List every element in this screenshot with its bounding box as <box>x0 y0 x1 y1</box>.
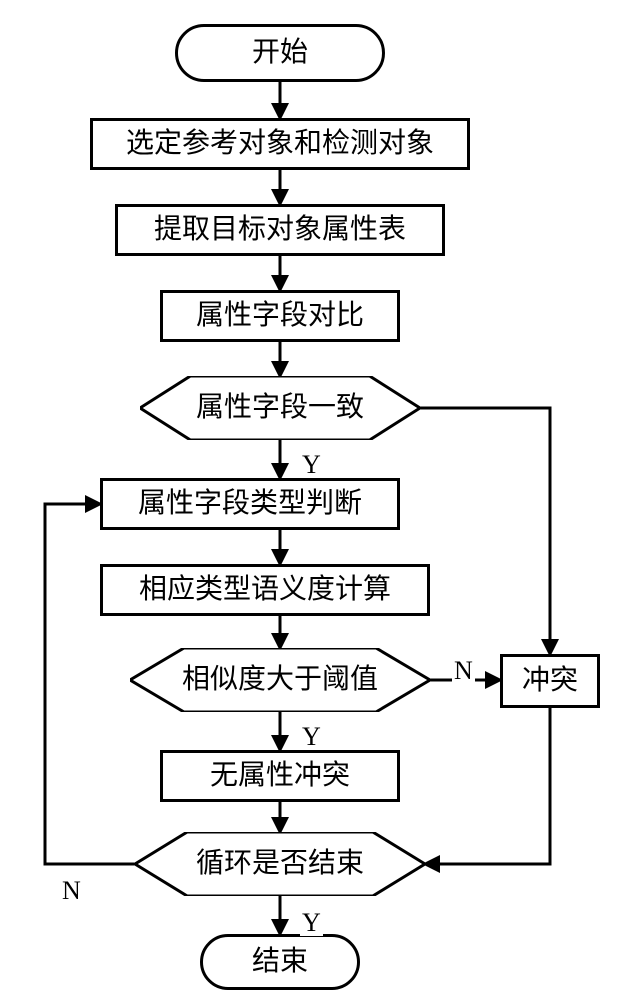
node-label: 开始 <box>252 36 308 70</box>
node-start: 开始 <box>175 24 385 82</box>
edge-consist-conflict <box>420 408 550 654</box>
edge-label: N <box>60 878 83 904</box>
node-noconf: 无属性冲突 <box>160 750 400 802</box>
flowchart-canvas: 开始选定参考对象和检测对象提取目标对象属性表属性字段对比属性字段一致属性字段类型… <box>0 0 635 1000</box>
node-label: 无属性冲突 <box>210 759 350 793</box>
node-consist: 属性字段一致 <box>140 376 420 440</box>
edge-label: Y <box>300 910 323 936</box>
node-label: 相应类型语义度计算 <box>139 573 391 607</box>
node-select: 选定参考对象和检测对象 <box>90 118 470 170</box>
node-extract: 提取目标对象属性表 <box>115 204 445 256</box>
node-conflict: 冲突 <box>500 654 600 708</box>
node-label: 提取目标对象属性表 <box>154 213 406 247</box>
node-loop: 循环是否结束 <box>135 832 425 896</box>
edge-loop-judge <box>45 504 135 864</box>
node-calc: 相应类型语义度计算 <box>100 564 430 616</box>
node-judge: 属性字段类型判断 <box>100 478 400 530</box>
node-label: 冲突 <box>522 664 578 698</box>
node-thresh: 相似度大于阈值 <box>130 648 430 712</box>
edge-label: N <box>452 658 475 684</box>
node-label: 属性字段类型判断 <box>138 487 362 521</box>
node-label: 选定参考对象和检测对象 <box>126 127 434 161</box>
node-end: 结束 <box>200 934 360 990</box>
edge-label: Y <box>300 452 323 478</box>
node-label: 结束 <box>252 945 308 979</box>
edge-conflict-loop <box>425 708 550 864</box>
node-compare: 属性字段对比 <box>160 290 400 342</box>
edge-label: Y <box>300 724 323 750</box>
node-label: 属性字段对比 <box>196 299 364 333</box>
